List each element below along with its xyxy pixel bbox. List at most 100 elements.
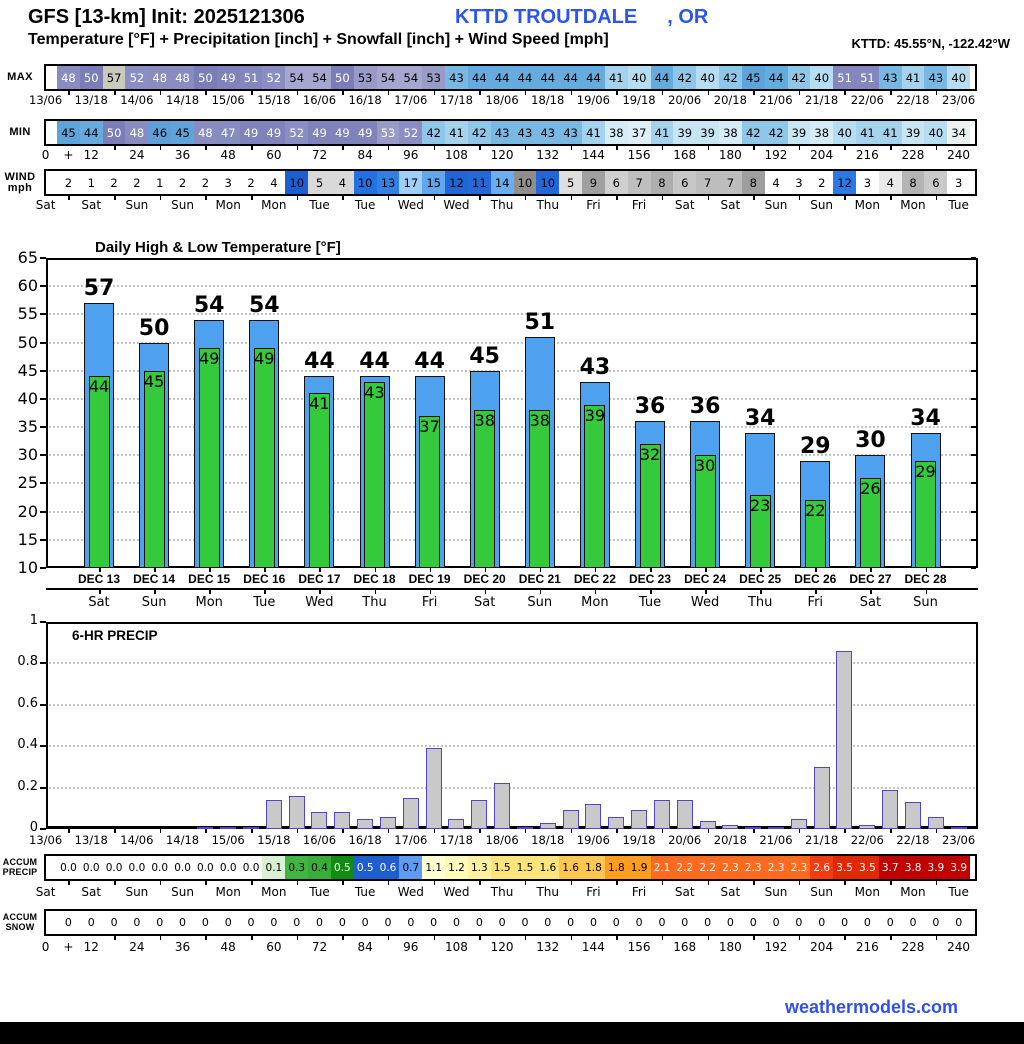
- model-init-title: GFS [13-km] Init: 2025121306: [28, 6, 305, 28]
- precip-y-tick: [40, 786, 46, 789]
- axis-tick: [296, 91, 299, 95]
- datetime-label: 19/18: [622, 93, 656, 107]
- axis-tick: [935, 91, 938, 95]
- precip-datetime-label: 17/18: [439, 833, 474, 847]
- axis-tick: [205, 881, 207, 885]
- temp-gridline: [49, 426, 975, 429]
- precip-bar: [813, 767, 830, 829]
- accum-snow-strip-cell: 0: [878, 911, 902, 934]
- wind-strip-cell: 10: [536, 171, 560, 194]
- low-bar: [419, 415, 441, 568]
- min-temp-strip-cell: 52: [285, 121, 309, 144]
- axis-tick: [753, 936, 755, 940]
- precip-bar: [539, 823, 556, 829]
- day-tick: [594, 568, 597, 572]
- precip-datetime-label: 21/18: [805, 833, 839, 847]
- weekday-tick: [484, 590, 487, 594]
- precip-bar: [676, 800, 693, 829]
- accum-precip-strip-cell: 1.1: [422, 856, 446, 879]
- accum-day-label: Sun: [810, 885, 834, 899]
- max-temp-strip-cell: 45: [741, 66, 765, 89]
- accum-snow-strip-cell: 0: [513, 911, 537, 934]
- weekday-label: Sat: [859, 595, 882, 610]
- precip-bar: [220, 827, 237, 829]
- precip-bar: [608, 817, 625, 829]
- max-temp-strip-cell: 44: [513, 66, 537, 89]
- min-temp-strip-cell: 38: [604, 121, 628, 144]
- datetime-label: 14/06: [120, 93, 154, 107]
- wind-strip-cell: 3: [855, 171, 879, 194]
- hour-label: 24: [129, 148, 145, 162]
- temp-y-label: 45: [17, 360, 38, 380]
- low-value-label: 41: [309, 394, 330, 414]
- axis-tick: [707, 829, 709, 833]
- max-temp-strip-cell: 48: [57, 66, 80, 89]
- axis-tick: [296, 881, 299, 885]
- axis-tick: [616, 881, 618, 885]
- accum-snow-strip-cell: 0: [764, 911, 788, 934]
- accum-snow-strip-cell: 0: [490, 911, 514, 934]
- accum-precip-strip-cell: 1.2: [445, 856, 468, 879]
- accum-precip-strip-cell: 2.3: [764, 856, 788, 879]
- axis-tick: [479, 91, 481, 95]
- axis-tick: [753, 91, 755, 95]
- wind-strip-cell: 2: [102, 171, 126, 194]
- accum-precip-strip-cell: 0.0: [239, 856, 263, 879]
- hour-label: +: [63, 148, 74, 162]
- low-value-label: 43: [364, 383, 385, 402]
- precip-datetime-label: 16/06: [302, 833, 337, 847]
- wind-strip-cell: 3: [787, 171, 811, 194]
- axis-tick: [342, 936, 344, 940]
- accum-snow-strip-cell: 0: [239, 911, 263, 934]
- low-value-label: 38: [529, 411, 550, 431]
- low-bar: [529, 410, 551, 568]
- low-bar: [804, 500, 826, 568]
- datetime-label: 13/06: [29, 93, 63, 107]
- high-value-label: 54: [193, 293, 225, 318]
- accum-snow-strip-cell: 0: [604, 911, 628, 934]
- datetime-label: 14/18: [165, 93, 200, 107]
- accum-snow-strip-cell: 0: [582, 911, 605, 934]
- accum-precip-strip-cell: 0.5: [330, 856, 354, 879]
- precip-datetime-label: 22/18: [896, 833, 930, 847]
- day-label: Sat: [674, 198, 695, 212]
- min-temp-strip-cell: 39: [787, 121, 811, 144]
- precip-bar: [357, 819, 374, 829]
- day-label: Sun: [764, 198, 788, 212]
- datetime-label: 16/06: [302, 93, 337, 107]
- max-temp-strip-cell: 42: [719, 66, 742, 89]
- axis-tick: [616, 936, 618, 940]
- axis-tick: [387, 881, 390, 885]
- temp-y-label: 25: [17, 473, 38, 493]
- hour-label: 144: [581, 148, 605, 162]
- accum-precip-strip-cell: 1.5: [490, 856, 514, 879]
- accum-precip-strip-cell: 3.7: [878, 856, 902, 879]
- accum-precip-strip-cell: 0.0: [193, 856, 217, 879]
- accum-snow-strip-cell: 0: [719, 911, 742, 934]
- accum-snow-strip-cell: 0: [353, 911, 377, 934]
- day-tick: [815, 568, 817, 572]
- wind-strip-cell: 7: [627, 171, 651, 194]
- axis-tick: [479, 881, 481, 885]
- wind-strip-cell: 3: [947, 171, 971, 194]
- accum-day-label: Fri: [586, 885, 601, 899]
- min-temp-strip-cell: 49: [239, 121, 263, 144]
- date-label: DEC 17: [298, 572, 341, 586]
- axis-tick: [342, 829, 344, 833]
- min-temp-strip-cell: 44: [79, 121, 103, 144]
- hour-label: 72: [311, 148, 328, 162]
- date-label: DEC 23: [628, 572, 672, 586]
- axis-tick: [114, 936, 116, 940]
- brand-link[interactable]: weathermodels.com: [784, 997, 958, 1017]
- max-temp-strip-cell: 54: [399, 66, 423, 89]
- weekday-tick: [594, 590, 597, 594]
- axis-tick: [753, 196, 755, 200]
- max-temp-strip-cell: 51: [855, 66, 879, 89]
- accum-day-label: Mon: [854, 885, 880, 899]
- max-temp-strip-cell: 50: [79, 66, 103, 89]
- temp-gridline: [49, 313, 975, 316]
- accum-hour-label: 60: [266, 940, 282, 954]
- temp-y-tick-left: [40, 341, 46, 344]
- axis-tick: [114, 196, 116, 200]
